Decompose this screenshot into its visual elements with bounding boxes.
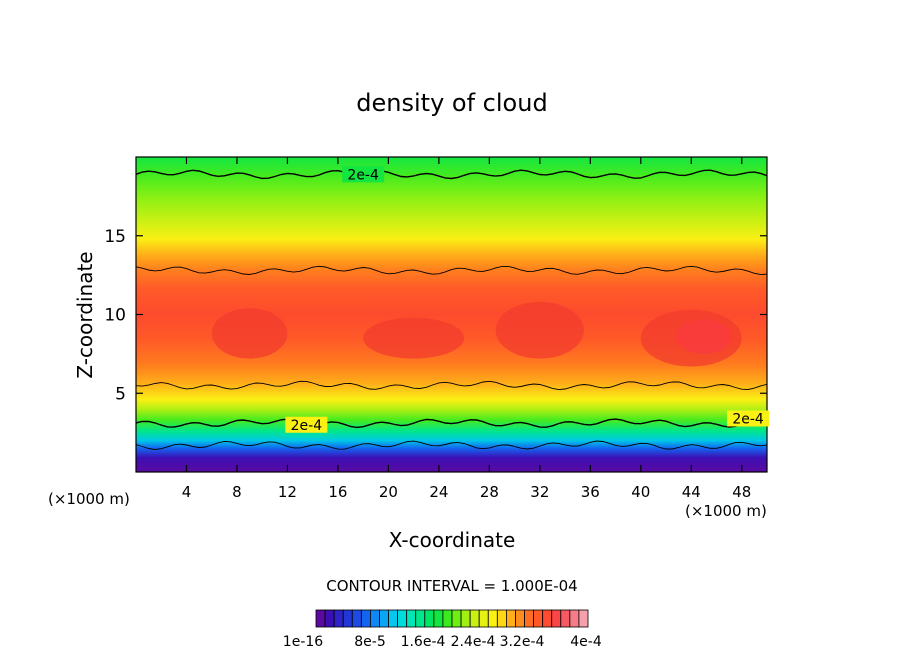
- x-tick-label: 48: [732, 483, 751, 501]
- density-maximum: [363, 317, 465, 359]
- colorbar-swatch: [496, 609, 507, 628]
- density-maximum: [495, 301, 585, 359]
- colorbar-swatch: [487, 609, 498, 628]
- colorbar-label: 1.6e-4: [401, 634, 446, 650]
- x-tick-label: 24: [429, 483, 448, 501]
- colorbar-label: 3.2e-4: [500, 634, 545, 650]
- colorbar-swatch: [351, 609, 362, 628]
- y-axis-label: Z-coordinate: [73, 251, 97, 378]
- colorbar-swatch: [406, 609, 417, 628]
- colorbar-swatch: [542, 609, 553, 628]
- x-unit-right: (×1000 m): [685, 502, 767, 520]
- x-axis-label: X-coordinate: [389, 528, 516, 552]
- density-peak: [676, 319, 732, 354]
- x-tick-label: 40: [631, 483, 650, 501]
- colorbar-swatch: [388, 609, 398, 628]
- contour-line: [136, 380, 767, 391]
- x-tick-label: 16: [328, 483, 347, 501]
- x-axis: 4 8 12 16 20 24 28 32 36 40 44 48: [182, 157, 751, 501]
- plot-area: [136, 157, 767, 472]
- contour-line: [136, 440, 767, 450]
- y-axis: 5 10 15: [104, 227, 767, 404]
- y-tick-label: 10: [104, 306, 126, 326]
- colorbar-labels: 1e-16 8e-5 1.6e-4 2.4e-4 3.2e-4 4e-4: [283, 634, 602, 650]
- contour-line: [136, 169, 767, 180]
- x-tick-label: 44: [682, 483, 701, 501]
- colorbar-swatch: [533, 609, 544, 628]
- colorbar-swatch: [360, 609, 371, 628]
- colorbar: [315, 609, 589, 628]
- colorbar-swatch: [515, 609, 525, 628]
- contour-label: 2e-4: [291, 418, 323, 434]
- colorbar-swatch: [442, 609, 453, 628]
- density-maximum: [211, 308, 288, 359]
- contour-label-bg: [285, 416, 328, 433]
- colorbar-label: 4e-4: [570, 634, 602, 650]
- colorbar-swatch: [342, 609, 353, 628]
- colorbar-swatch: [478, 609, 489, 628]
- colorbar-swatch: [424, 609, 435, 628]
- chart-title: density of cloud: [356, 89, 547, 117]
- contour-label-bg: [727, 410, 770, 427]
- colorbar-swatch: [560, 609, 571, 628]
- contour-label-bg: [342, 166, 385, 183]
- colorbar-swatch: [415, 609, 426, 628]
- colorbar-label: 8e-5: [354, 634, 385, 650]
- colorbar-swatch: [379, 609, 389, 628]
- colorbar-swatch: [451, 609, 462, 628]
- colorbar-label: 2.4e-4: [451, 634, 496, 650]
- colorbar-label: 1e-16: [283, 634, 323, 650]
- colorbar-swatch: [333, 609, 344, 628]
- colorbar-swatch: [505, 609, 516, 628]
- y-tick-label: 5: [115, 384, 126, 404]
- colorbar-swatch: [460, 609, 471, 628]
- y-tick-label: 15: [104, 227, 126, 247]
- x-tick-label: 36: [581, 483, 600, 501]
- x-tick-label: 4: [182, 483, 192, 501]
- colorbar-swatch: [569, 609, 580, 628]
- contour-line: [136, 265, 767, 276]
- contour-line: [136, 418, 767, 429]
- colorbar-swatch: [578, 609, 589, 628]
- contour-labels: 2e-4 2e-4 2e-4: [285, 166, 770, 434]
- x-tick-label: 8: [232, 483, 242, 501]
- colorbar-swatch: [397, 609, 408, 628]
- colorbar-swatch: [324, 609, 335, 628]
- colorbar-swatch: [433, 609, 444, 628]
- colorbar-swatch: [315, 609, 326, 628]
- contour-interval-text: CONTOUR INTERVAL = 1.000E-04: [326, 577, 577, 595]
- colorbar-swatch: [369, 609, 380, 628]
- x-tick-label: 12: [278, 483, 297, 501]
- colorbar-swatch: [524, 609, 535, 628]
- x-tick-label: 28: [480, 483, 499, 501]
- density-maxima: [211, 301, 742, 367]
- x-tick-label: 32: [530, 483, 549, 501]
- colorbar-swatch: [469, 609, 480, 628]
- colorbar-swatch: [551, 609, 562, 628]
- contour-lines: [136, 169, 767, 450]
- x-tick-label: 20: [379, 483, 398, 501]
- contour-label: 2e-4: [732, 411, 764, 427]
- contour-label: 2e-4: [347, 167, 379, 183]
- x-unit-left: (×1000 m): [48, 490, 130, 508]
